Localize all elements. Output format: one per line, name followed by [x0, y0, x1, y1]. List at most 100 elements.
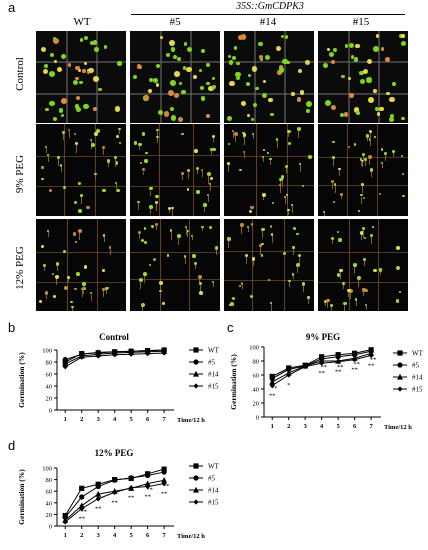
seedling: [114, 156, 118, 160]
seedling: [140, 302, 145, 307]
seedling: [177, 117, 183, 123]
seedling: [392, 150, 396, 153]
seedling: [364, 288, 368, 293]
seedling-stem: [56, 265, 58, 271]
seedling: [379, 107, 384, 112]
seedling-stem: [228, 240, 230, 248]
seedling: [233, 131, 238, 136]
seedling-stem: [276, 140, 278, 149]
point-marker: [269, 382, 275, 389]
seedling: [170, 47, 176, 52]
seedling: [324, 300, 328, 303]
seedling-stem: [210, 184, 212, 191]
legend-label: WT: [412, 350, 424, 358]
seedling: [302, 185, 305, 188]
seedling: [212, 147, 216, 152]
grid-line: [224, 185, 314, 186]
seedling: [250, 295, 254, 299]
seedling: [193, 261, 197, 265]
seedling: [90, 292, 93, 295]
seedling: [353, 263, 358, 267]
point-marker: [62, 519, 68, 525]
seedling-stem: [160, 292, 162, 299]
seedling: [286, 60, 290, 64]
seedling: [169, 106, 175, 111]
seedling: [201, 169, 204, 172]
column-header-5: #5: [169, 16, 181, 28]
seedling: [326, 47, 331, 51]
legend-label: #5: [208, 359, 216, 367]
grid-line: [159, 124, 160, 216]
seedling: [148, 186, 153, 191]
seedling-stem: [199, 284, 201, 292]
seedling: [76, 272, 81, 277]
seedling: [174, 71, 180, 77]
seedling-stem: [370, 171, 372, 177]
transgene-bracket-line: [131, 14, 405, 15]
grid-line: [64, 124, 65, 216]
x-tick-label: 6: [146, 532, 150, 539]
significance-label: **: [335, 369, 342, 376]
seedling: [46, 229, 49, 232]
seedling: [118, 127, 121, 131]
seedling-stem: [361, 234, 363, 241]
seedling: [306, 101, 312, 107]
seedling: [229, 302, 234, 307]
seedling: [389, 96, 395, 102]
seedling: [76, 96, 80, 101]
seedling: [363, 158, 367, 162]
seedling: [60, 53, 66, 60]
seedling-stem: [245, 257, 247, 265]
chart-title: 9% PEG: [306, 333, 340, 342]
seedling: [58, 108, 63, 113]
seedling-stem: [58, 158, 60, 167]
seedling-stem: [307, 299, 309, 304]
seedling: [148, 89, 152, 93]
seedling: [401, 34, 405, 38]
seedling: [270, 233, 274, 236]
seedling: [52, 116, 58, 122]
grid-line: [36, 186, 126, 187]
seedling: [97, 87, 102, 92]
chart-9-peg: 9% PEG 0 20 40 60 80 100 1 2 3 4 5 6 7 Germination (%)…: [229, 333, 424, 431]
grid-line: [224, 251, 314, 252]
seedling-stem: [141, 306, 143, 311]
seedling: [41, 46, 47, 53]
seedling: [361, 226, 365, 230]
seedling: [79, 81, 83, 85]
x-tick-label: 4: [113, 532, 117, 539]
seedling: [354, 298, 357, 301]
seedling-stem: [138, 203, 140, 211]
seedling-stem: [83, 290, 85, 294]
y-tick-label: 60: [46, 372, 53, 379]
point-marker: [161, 476, 168, 483]
seedling: [270, 113, 274, 117]
y-tick-label: 80: [253, 359, 260, 366]
seedling-stem: [202, 171, 204, 177]
x-tick-label: 6: [353, 423, 357, 430]
grid-line: [67, 219, 68, 311]
seedling: [74, 240, 77, 243]
seedling: [180, 172, 184, 176]
point-marker: [128, 475, 134, 481]
x-tick-label: 1: [64, 532, 67, 539]
seedling: [62, 186, 67, 190]
seedling: [53, 38, 60, 45]
row-label-12-peg: 12% PEG: [14, 246, 26, 290]
seedling: [371, 225, 375, 229]
seedling: [391, 81, 396, 86]
seedling: [187, 46, 193, 52]
seedling: [356, 276, 361, 281]
seedling: [337, 273, 341, 277]
seedling: [227, 162, 230, 165]
seedling-stem: [215, 249, 217, 256]
seedling: [353, 107, 359, 113]
seedling: [297, 127, 301, 131]
seedling: [76, 107, 82, 113]
point-marker: [78, 502, 85, 509]
grid-line: [193, 124, 194, 216]
seedling: [385, 57, 391, 63]
seedling: [170, 115, 177, 121]
x-tick-label: 1: [64, 416, 67, 423]
seedling: [57, 156, 60, 159]
